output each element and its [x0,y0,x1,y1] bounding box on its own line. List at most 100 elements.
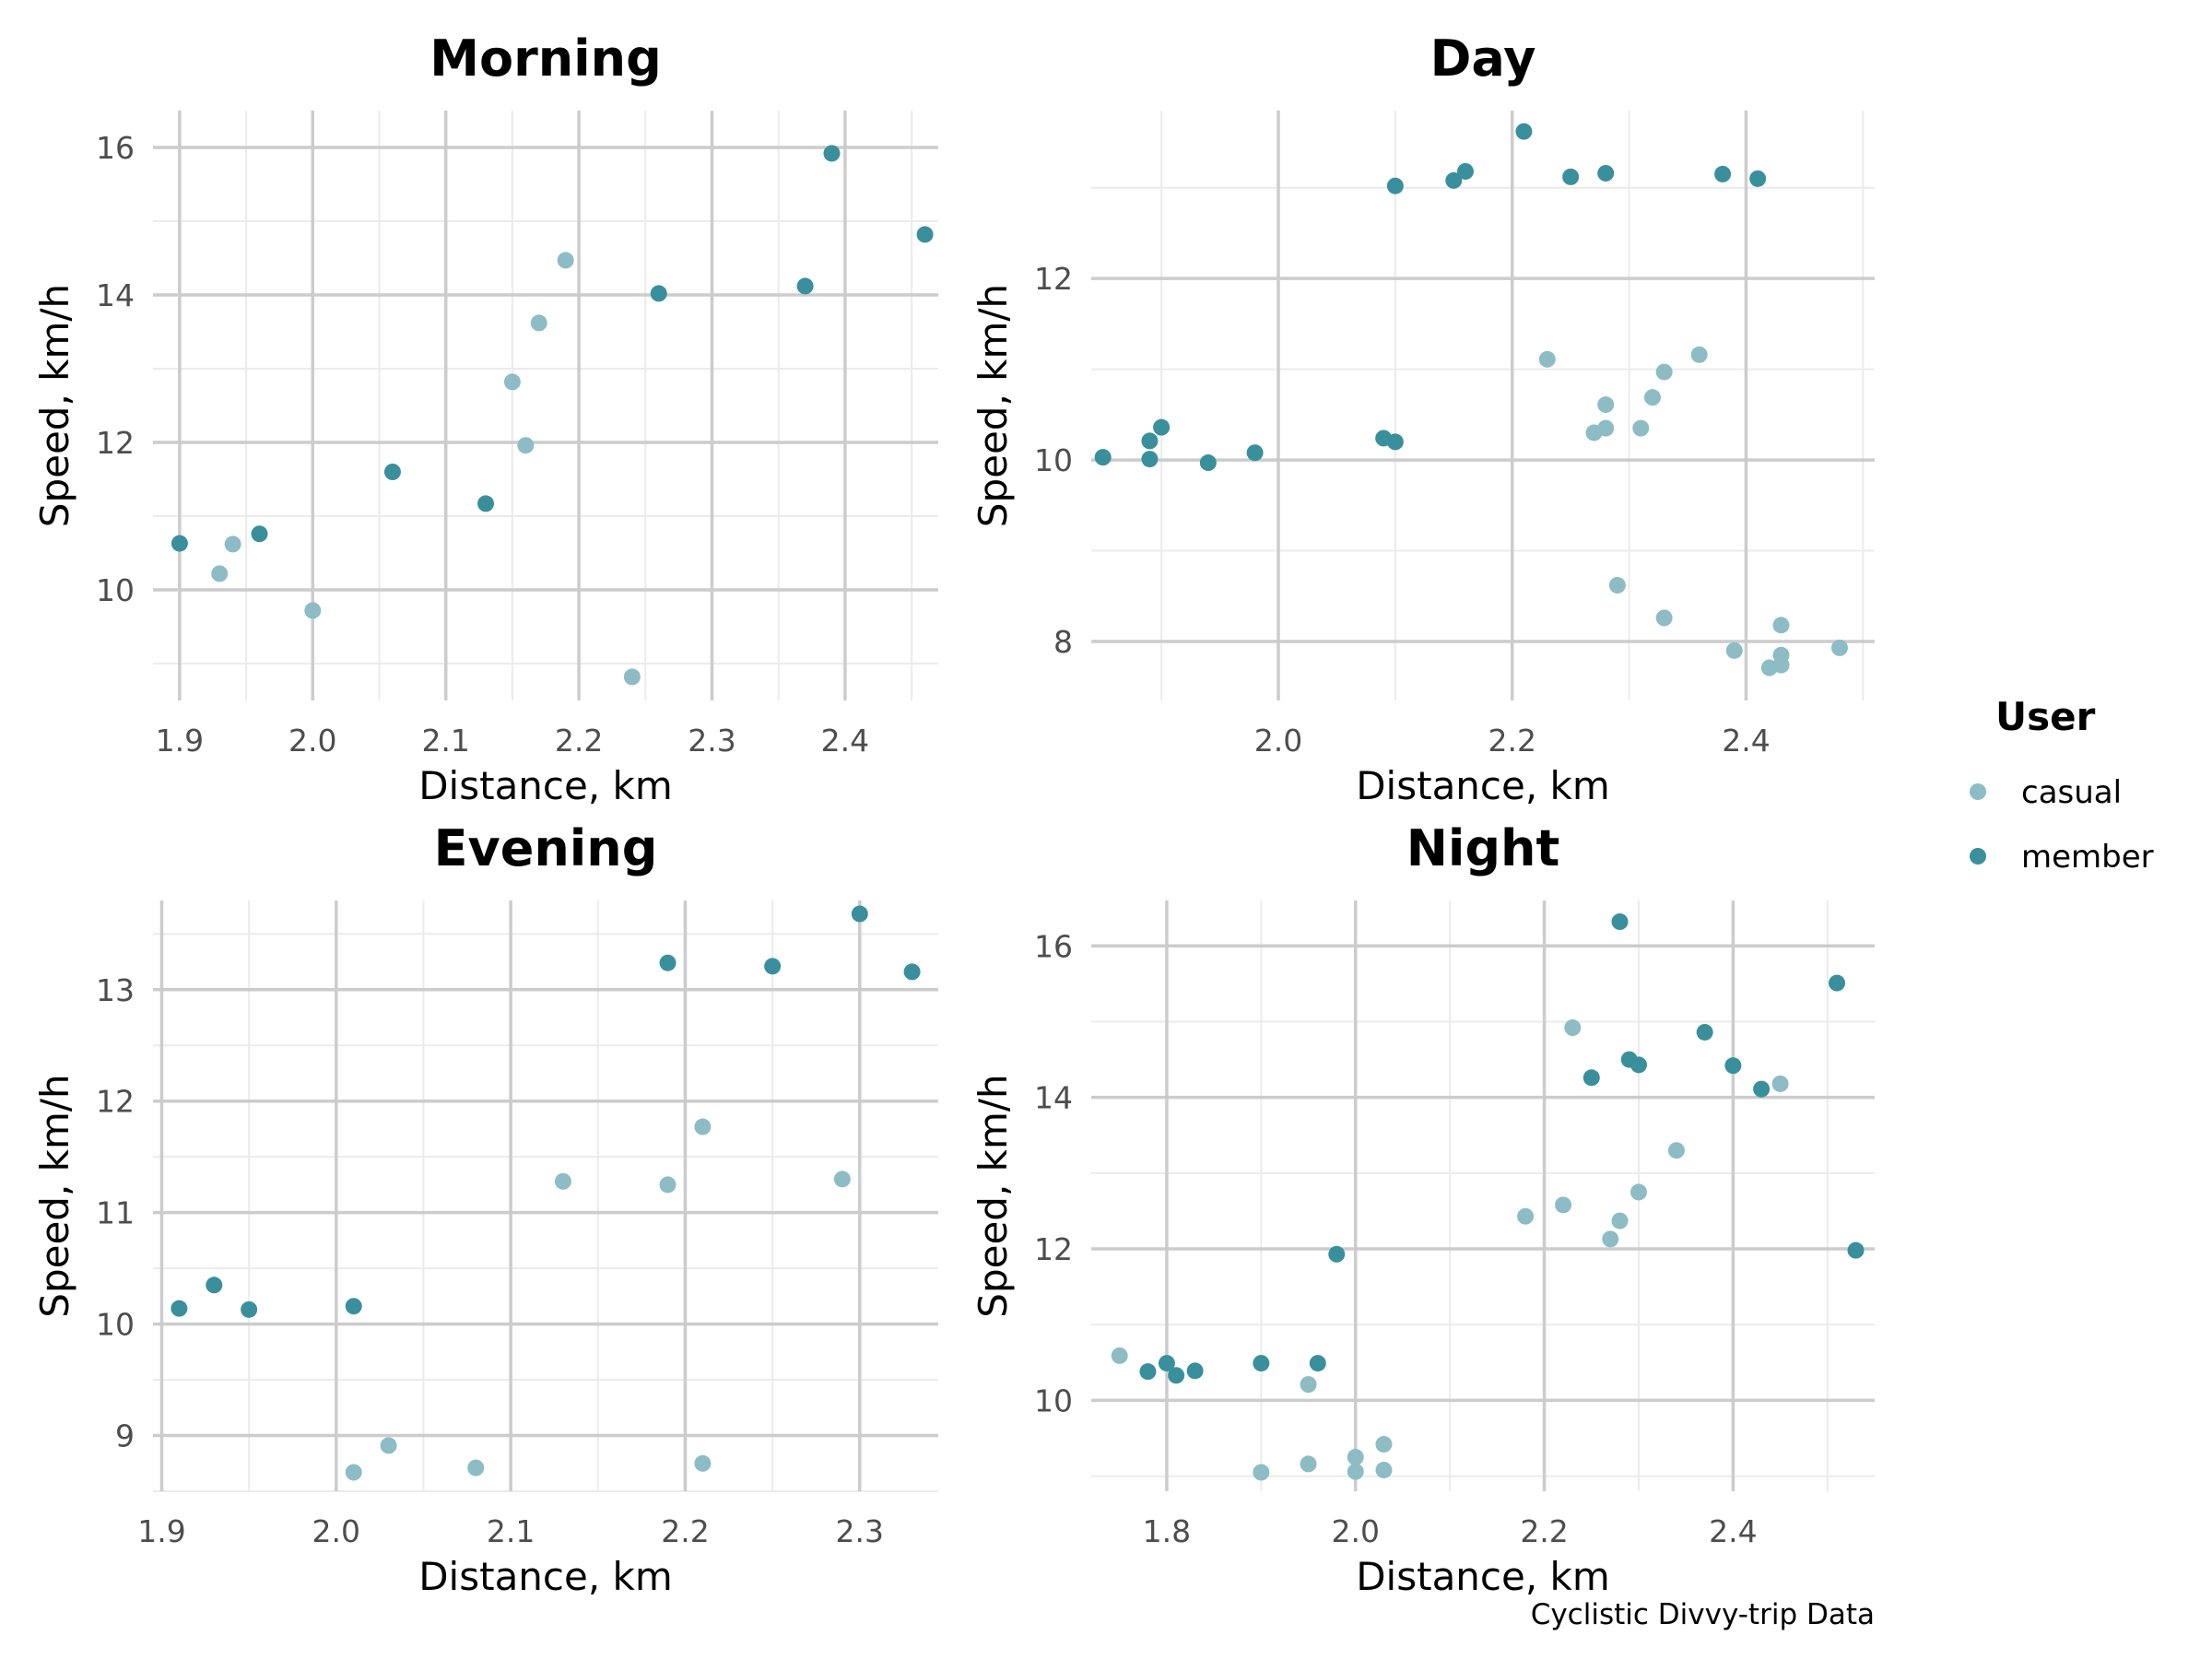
x-tick-label: 2.3 [688,723,735,759]
evening-title: Evening [434,819,658,877]
casual-point [1602,1230,1619,1248]
x-tick-label: 2.4 [1722,723,1770,759]
member-point [1153,418,1171,436]
member-point [1094,449,1112,466]
legend: User casual member [1970,694,2154,876]
casual-point [467,1459,485,1477]
y-tick-label: 11 [96,1195,135,1231]
casual-point [1375,1461,1393,1478]
casual-point [1538,350,1556,368]
x-tick-label: 1.9 [156,723,204,759]
casual-point [345,1464,362,1481]
x-tick-label: 2.2 [1488,723,1535,759]
member-point [1158,1355,1175,1372]
x-tick-label: 1.8 [1143,1513,1191,1549]
y-tick-label: 9 [115,1418,135,1454]
y-tick-label: 12 [96,425,135,461]
morning-panel: 1.9 2.0 2.1 2.2 2.3 2.4 10 12 14 16 Morning Distanc… [32,29,938,808]
casual-point [1643,389,1661,406]
night-title: Night [1406,819,1560,877]
casual-point [1655,609,1673,627]
morning-title: Morning [429,29,662,88]
x-tick-label: 2.1 [487,1513,535,1549]
casual-point [1725,641,1743,659]
member-point [1186,1362,1204,1380]
x-tick-label: 2.2 [1520,1513,1568,1549]
y-axis-title: Speed, km/h [971,284,1016,527]
member-point [1386,177,1404,194]
member-point [1749,170,1767,187]
casual-point [1517,1207,1535,1225]
y-tick-label: 10 [1034,1382,1073,1418]
x-axis-title: Distance, km [1356,1554,1610,1599]
member-point [1141,432,1159,450]
casual-point [1667,1142,1685,1159]
y-tick-label: 8 [1053,624,1073,660]
x-tick-label: 2.0 [288,723,336,759]
x-axis-title: Distance, km [1356,763,1610,808]
member-point [1724,1057,1742,1075]
x-tick-label: 2.3 [836,1513,884,1549]
member-point [1386,433,1404,451]
casual-point [304,602,322,619]
member-point [1753,1080,1771,1098]
casual-point [1300,1455,1317,1473]
member-point [1583,1069,1600,1087]
member-point [1309,1355,1326,1372]
casual-point [1772,646,1790,664]
member-point [1199,454,1217,472]
x-tick-label: 2.0 [312,1513,360,1549]
casual-point [1632,419,1650,437]
y-tick-label: 10 [96,572,135,608]
night-panel: 1.8 2.0 2.2 2.4 10 12 14 16 Night Distance, km Spe… [971,819,1875,1599]
y-tick-label: 12 [96,1084,135,1120]
x-tick-label: 2.1 [421,723,469,759]
casual-point [503,373,521,391]
x-tick-label: 2.2 [661,1513,709,1549]
member-point [903,963,921,981]
y-tick-label: 13 [96,972,135,1008]
member-point [1714,165,1732,182]
legend-member-marker [1970,848,1986,865]
y-axis-title: Speed, km/h [971,1074,1016,1317]
casual-point [1555,1196,1572,1214]
x-tick-label: 2.4 [1709,1513,1757,1549]
member-point [206,1277,223,1294]
x-tick-label: 1.9 [137,1513,185,1549]
member-point [1246,444,1264,462]
x-tick-label: 2.4 [821,723,869,759]
member-point [851,905,868,923]
legend-casual-marker [1970,783,1986,800]
casual-series [1538,346,1848,677]
member-point [1456,162,1474,180]
y-tick-label: 12 [1034,1231,1073,1267]
day-title: Day [1430,29,1536,88]
casual-point [1300,1376,1317,1394]
x-axis-title: Distance, km [418,1554,673,1599]
casual-point [1611,1212,1629,1230]
y-tick-label: 10 [1034,442,1073,478]
casual-point [1597,396,1615,414]
legend-casual-label: casual [2021,774,2122,811]
y-tick-label: 16 [1034,928,1073,964]
y-tick-label: 14 [1034,1080,1073,1116]
member-point [659,954,677,971]
casual-series [211,252,641,686]
member-point [345,1298,362,1315]
y-axis-title: Speed, km/h [32,284,77,527]
casual-point [224,535,241,553]
member-series [171,905,921,1318]
member-point [1139,1363,1157,1381]
member-point [1253,1355,1270,1372]
casual-point [1253,1464,1270,1481]
y-tick-label: 14 [96,277,135,313]
casual-point [211,565,229,582]
casual-point [1608,576,1626,594]
legend-title: User [1995,694,2096,739]
x-tick-label: 2.2 [555,723,603,759]
member-point [1168,1367,1185,1384]
x-tick-label: 2.0 [1254,723,1302,759]
casual-point [517,437,535,454]
casual-point [1630,1183,1647,1201]
